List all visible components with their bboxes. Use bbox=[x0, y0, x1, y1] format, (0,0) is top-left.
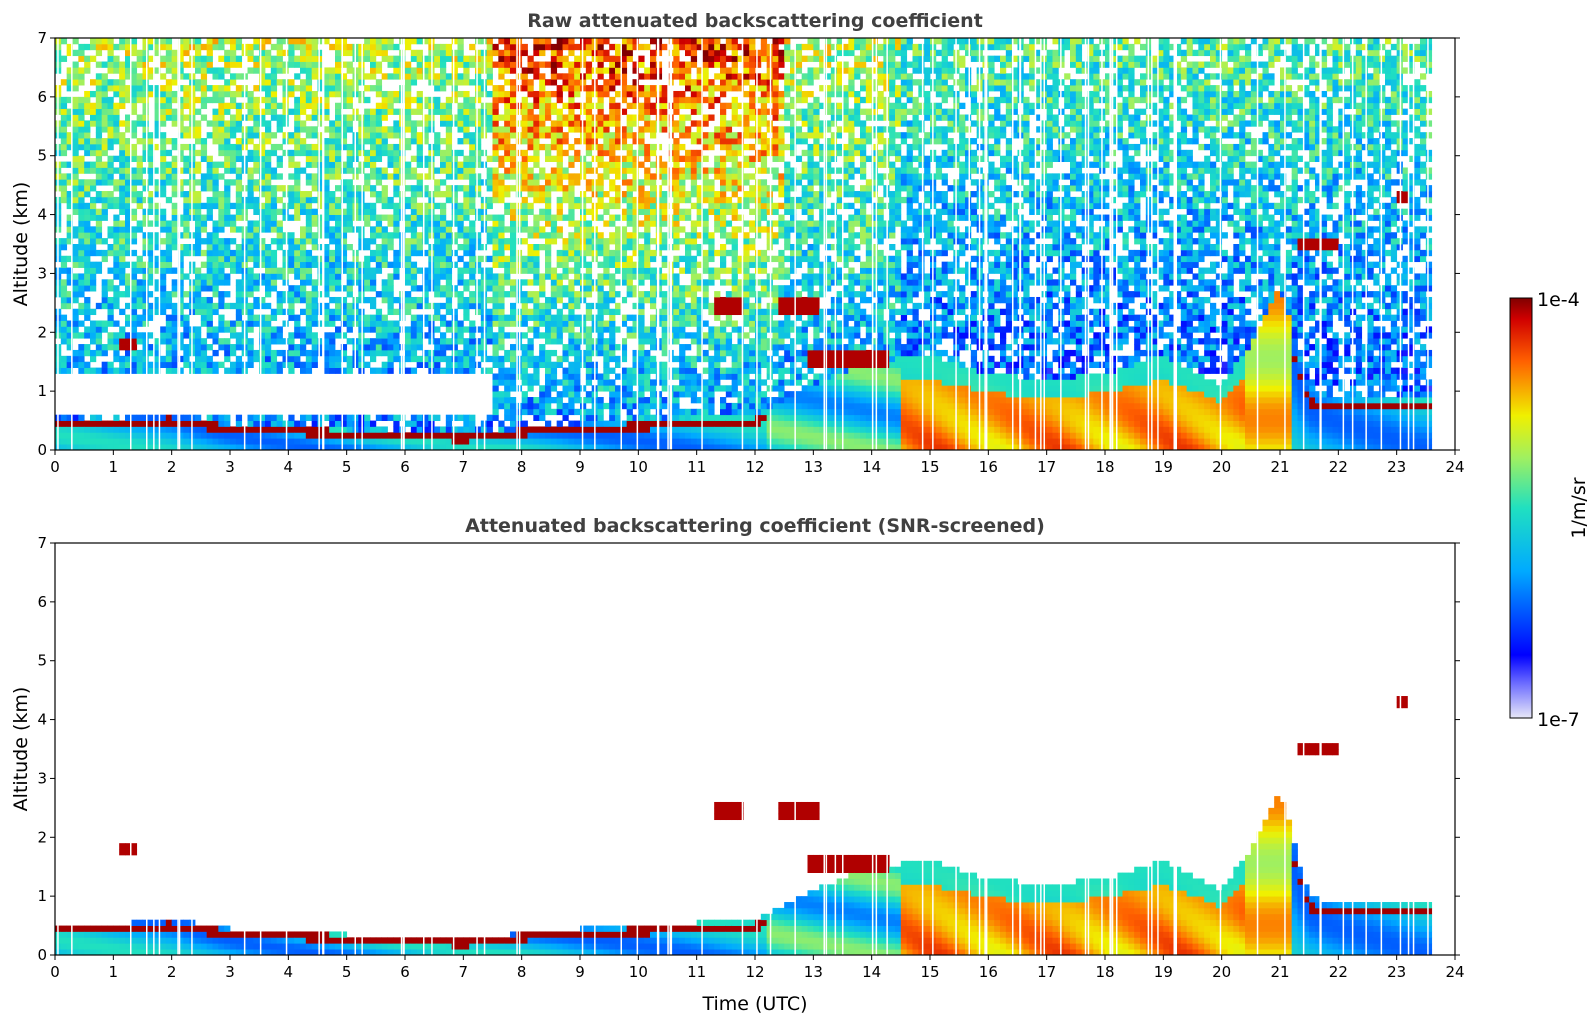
raw-ytick-label: 1 bbox=[37, 382, 47, 400]
raw-xtick-label: 21 bbox=[1270, 458, 1289, 476]
screened-xtick-label: 23 bbox=[1387, 963, 1406, 981]
raw-xtick-label: 2 bbox=[167, 458, 177, 476]
raw-xtick-label: 0 bbox=[50, 458, 60, 476]
panel-raw-heatmap bbox=[55, 38, 1433, 450]
raw-xtick-label: 22 bbox=[1329, 458, 1348, 476]
panel-raw-ylabel: Altitude (km) bbox=[10, 182, 32, 307]
raw-ytick-label: 7 bbox=[37, 29, 47, 47]
screened-xtick-label: 2 bbox=[167, 963, 177, 981]
screened-xtick-label: 5 bbox=[342, 963, 352, 981]
screened-ytick-label: 5 bbox=[37, 652, 47, 670]
raw-xtick-label: 10 bbox=[629, 458, 648, 476]
raw-xtick-label: 16 bbox=[979, 458, 998, 476]
raw-xtick-label: 7 bbox=[459, 458, 469, 476]
screened-xtick-label: 21 bbox=[1270, 963, 1289, 981]
raw-xtick-label: 5 bbox=[342, 458, 352, 476]
screened-xtick-label: 16 bbox=[979, 963, 998, 981]
raw-xtick-label: 4 bbox=[284, 458, 294, 476]
raw-xtick-label: 11 bbox=[687, 458, 706, 476]
raw-xtick-label: 8 bbox=[517, 458, 527, 476]
colorbar-label: 1/m/sr bbox=[1568, 477, 1590, 538]
panel-screened-heatmap bbox=[55, 543, 1433, 955]
screened-xtick-label: 6 bbox=[400, 963, 410, 981]
screened-xtick-label: 0 bbox=[50, 963, 60, 981]
raw-xtick-label: 17 bbox=[1037, 458, 1056, 476]
screened-ytick-label: 3 bbox=[37, 769, 47, 787]
screened-xtick-label: 17 bbox=[1037, 963, 1056, 981]
raw-xtick-label: 20 bbox=[1212, 458, 1231, 476]
screened-xtick-label: 12 bbox=[745, 963, 764, 981]
raw-ytick-label: 0 bbox=[37, 441, 47, 459]
raw-xtick-label: 9 bbox=[575, 458, 585, 476]
screened-xtick-label: 9 bbox=[575, 963, 585, 981]
colorbar-min-label: 1e-7 bbox=[1537, 709, 1580, 731]
screened-xtick-label: 11 bbox=[687, 963, 706, 981]
panel-screened-xlabel: Time (UTC) bbox=[701, 993, 807, 1015]
raw-ytick-label: 6 bbox=[37, 88, 47, 106]
screened-xtick-label: 8 bbox=[517, 963, 527, 981]
raw-xtick-label: 13 bbox=[804, 458, 823, 476]
screened-xtick-label: 13 bbox=[804, 963, 823, 981]
panel-screened-ylabel: Altitude (km) bbox=[10, 687, 32, 812]
screened-xtick-label: 10 bbox=[629, 963, 648, 981]
screened-ytick-label: 1 bbox=[37, 887, 47, 905]
screened-xtick-label: 19 bbox=[1154, 963, 1173, 981]
raw-xtick-label: 23 bbox=[1387, 458, 1406, 476]
panel-screened-ticks: 0 1 2 3 4 5 6 7 8 9 10 11 12 13 14 15 16 17 18 19 20 21 22 23 24… bbox=[37, 534, 1464, 981]
screened-xtick-label: 3 bbox=[225, 963, 235, 981]
colorbar: 1e-4 1e-7 1/m/sr bbox=[1509, 289, 1590, 731]
screened-xtick-label: 1 bbox=[109, 963, 119, 981]
raw-xtick-label: 12 bbox=[745, 458, 764, 476]
screened-ytick-label: 2 bbox=[37, 828, 47, 846]
screened-ytick-label: 7 bbox=[37, 534, 47, 552]
raw-ytick-label: 3 bbox=[37, 264, 47, 282]
panel-raw-ticks: 0 1 2 3 4 5 6 7 8 9 10 11 12 13 14 15 16 17 18 19 20 21 22 23 24… bbox=[37, 29, 1464, 476]
raw-xtick-label: 15 bbox=[920, 458, 939, 476]
screened-xtick-label: 18 bbox=[1095, 963, 1114, 981]
raw-ytick-label: 2 bbox=[37, 323, 47, 341]
raw-xtick-label: 24 bbox=[1445, 458, 1464, 476]
raw-ytick-label: 4 bbox=[37, 206, 47, 224]
screened-ytick-label: 4 bbox=[37, 711, 47, 729]
panel-raw-title: Raw attenuated backscattering coefficien… bbox=[527, 10, 983, 32]
raw-xtick-label: 18 bbox=[1095, 458, 1114, 476]
panel-screened-title: Attenuated backscattering coefficient (S… bbox=[465, 515, 1045, 537]
screened-xtick-label: 4 bbox=[284, 963, 294, 981]
raw-xtick-label: 19 bbox=[1154, 458, 1173, 476]
screened-xtick-label: 24 bbox=[1445, 963, 1464, 981]
raw-xtick-label: 6 bbox=[400, 458, 410, 476]
screened-xtick-label: 20 bbox=[1212, 963, 1231, 981]
raw-xtick-label: 3 bbox=[225, 458, 235, 476]
screened-xtick-label: 22 bbox=[1329, 963, 1348, 981]
screened-ytick-label: 6 bbox=[37, 593, 47, 611]
raw-xtick-label: 14 bbox=[862, 458, 881, 476]
screened-xtick-label: 15 bbox=[920, 963, 939, 981]
colorbar-gradient bbox=[1509, 297, 1533, 719]
screened-xtick-label: 7 bbox=[459, 963, 469, 981]
panel-raw: Raw attenuated backscattering coefficien… bbox=[10, 10, 1465, 476]
raw-xtick-label: 1 bbox=[109, 458, 119, 476]
panel-screened: Attenuated backscattering coefficient (S… bbox=[10, 515, 1465, 1015]
screened-ytick-label: 0 bbox=[37, 946, 47, 964]
raw-ytick-label: 5 bbox=[37, 147, 47, 165]
screened-xtick-label: 14 bbox=[862, 963, 881, 981]
colorbar-max-label: 1e-4 bbox=[1537, 289, 1580, 311]
